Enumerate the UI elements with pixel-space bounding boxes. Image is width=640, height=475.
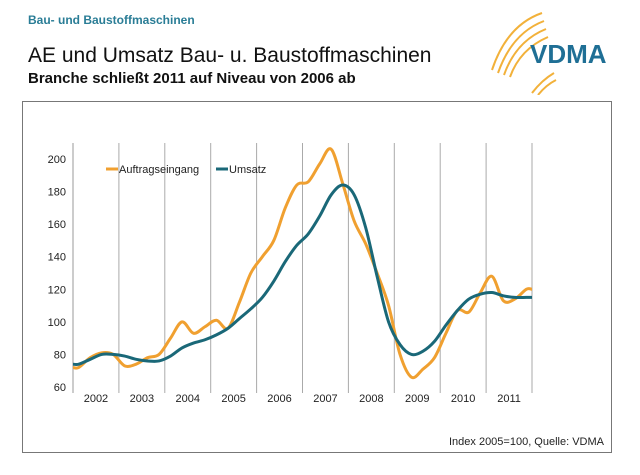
source-note: Index 2005=100, Quelle: VDMA (448, 436, 604, 448)
x-tick-label: 2005 (221, 393, 245, 405)
y-tick-label: 160 (48, 219, 66, 231)
y-tick-label: 200 (48, 154, 66, 166)
page-title: AE und Umsatz Bau- u. Baustoffmaschinen (28, 44, 432, 67)
y-tick-label: 80 (54, 349, 66, 361)
svg-text:VDMA: VDMA (530, 39, 607, 69)
chart-frame (22, 101, 612, 453)
x-tick-label: 2011 (497, 393, 521, 405)
page-subtitle: Branche schließt 2011 auf Niveau von 200… (28, 70, 356, 87)
x-tick-label: 2002 (84, 393, 108, 405)
legend-label: Auftragseingang (119, 164, 199, 176)
section-label: Bau- und Baustoffmaschinen (28, 13, 195, 27)
x-tick-label: 2003 (130, 393, 154, 405)
legend-label: Umsatz (229, 164, 266, 176)
x-tick-label: 2008 (359, 393, 383, 405)
x-tick-label: 2010 (451, 393, 475, 405)
vdma-logo: VDMA (491, 12, 607, 95)
y-tick-label: 140 (48, 252, 66, 264)
y-tick-label: 100 (48, 317, 66, 329)
series-line-umsatz (72, 183, 532, 367)
y-tick-label: 120 (48, 284, 66, 296)
y-tick-label: 60 (54, 382, 66, 394)
x-tick-label: 2007 (313, 393, 337, 405)
x-tick-label: 2009 (405, 393, 429, 405)
x-tick-label: 2004 (176, 393, 200, 405)
y-tick-label: 180 (48, 187, 66, 199)
x-tick-label: 2006 (267, 393, 291, 405)
